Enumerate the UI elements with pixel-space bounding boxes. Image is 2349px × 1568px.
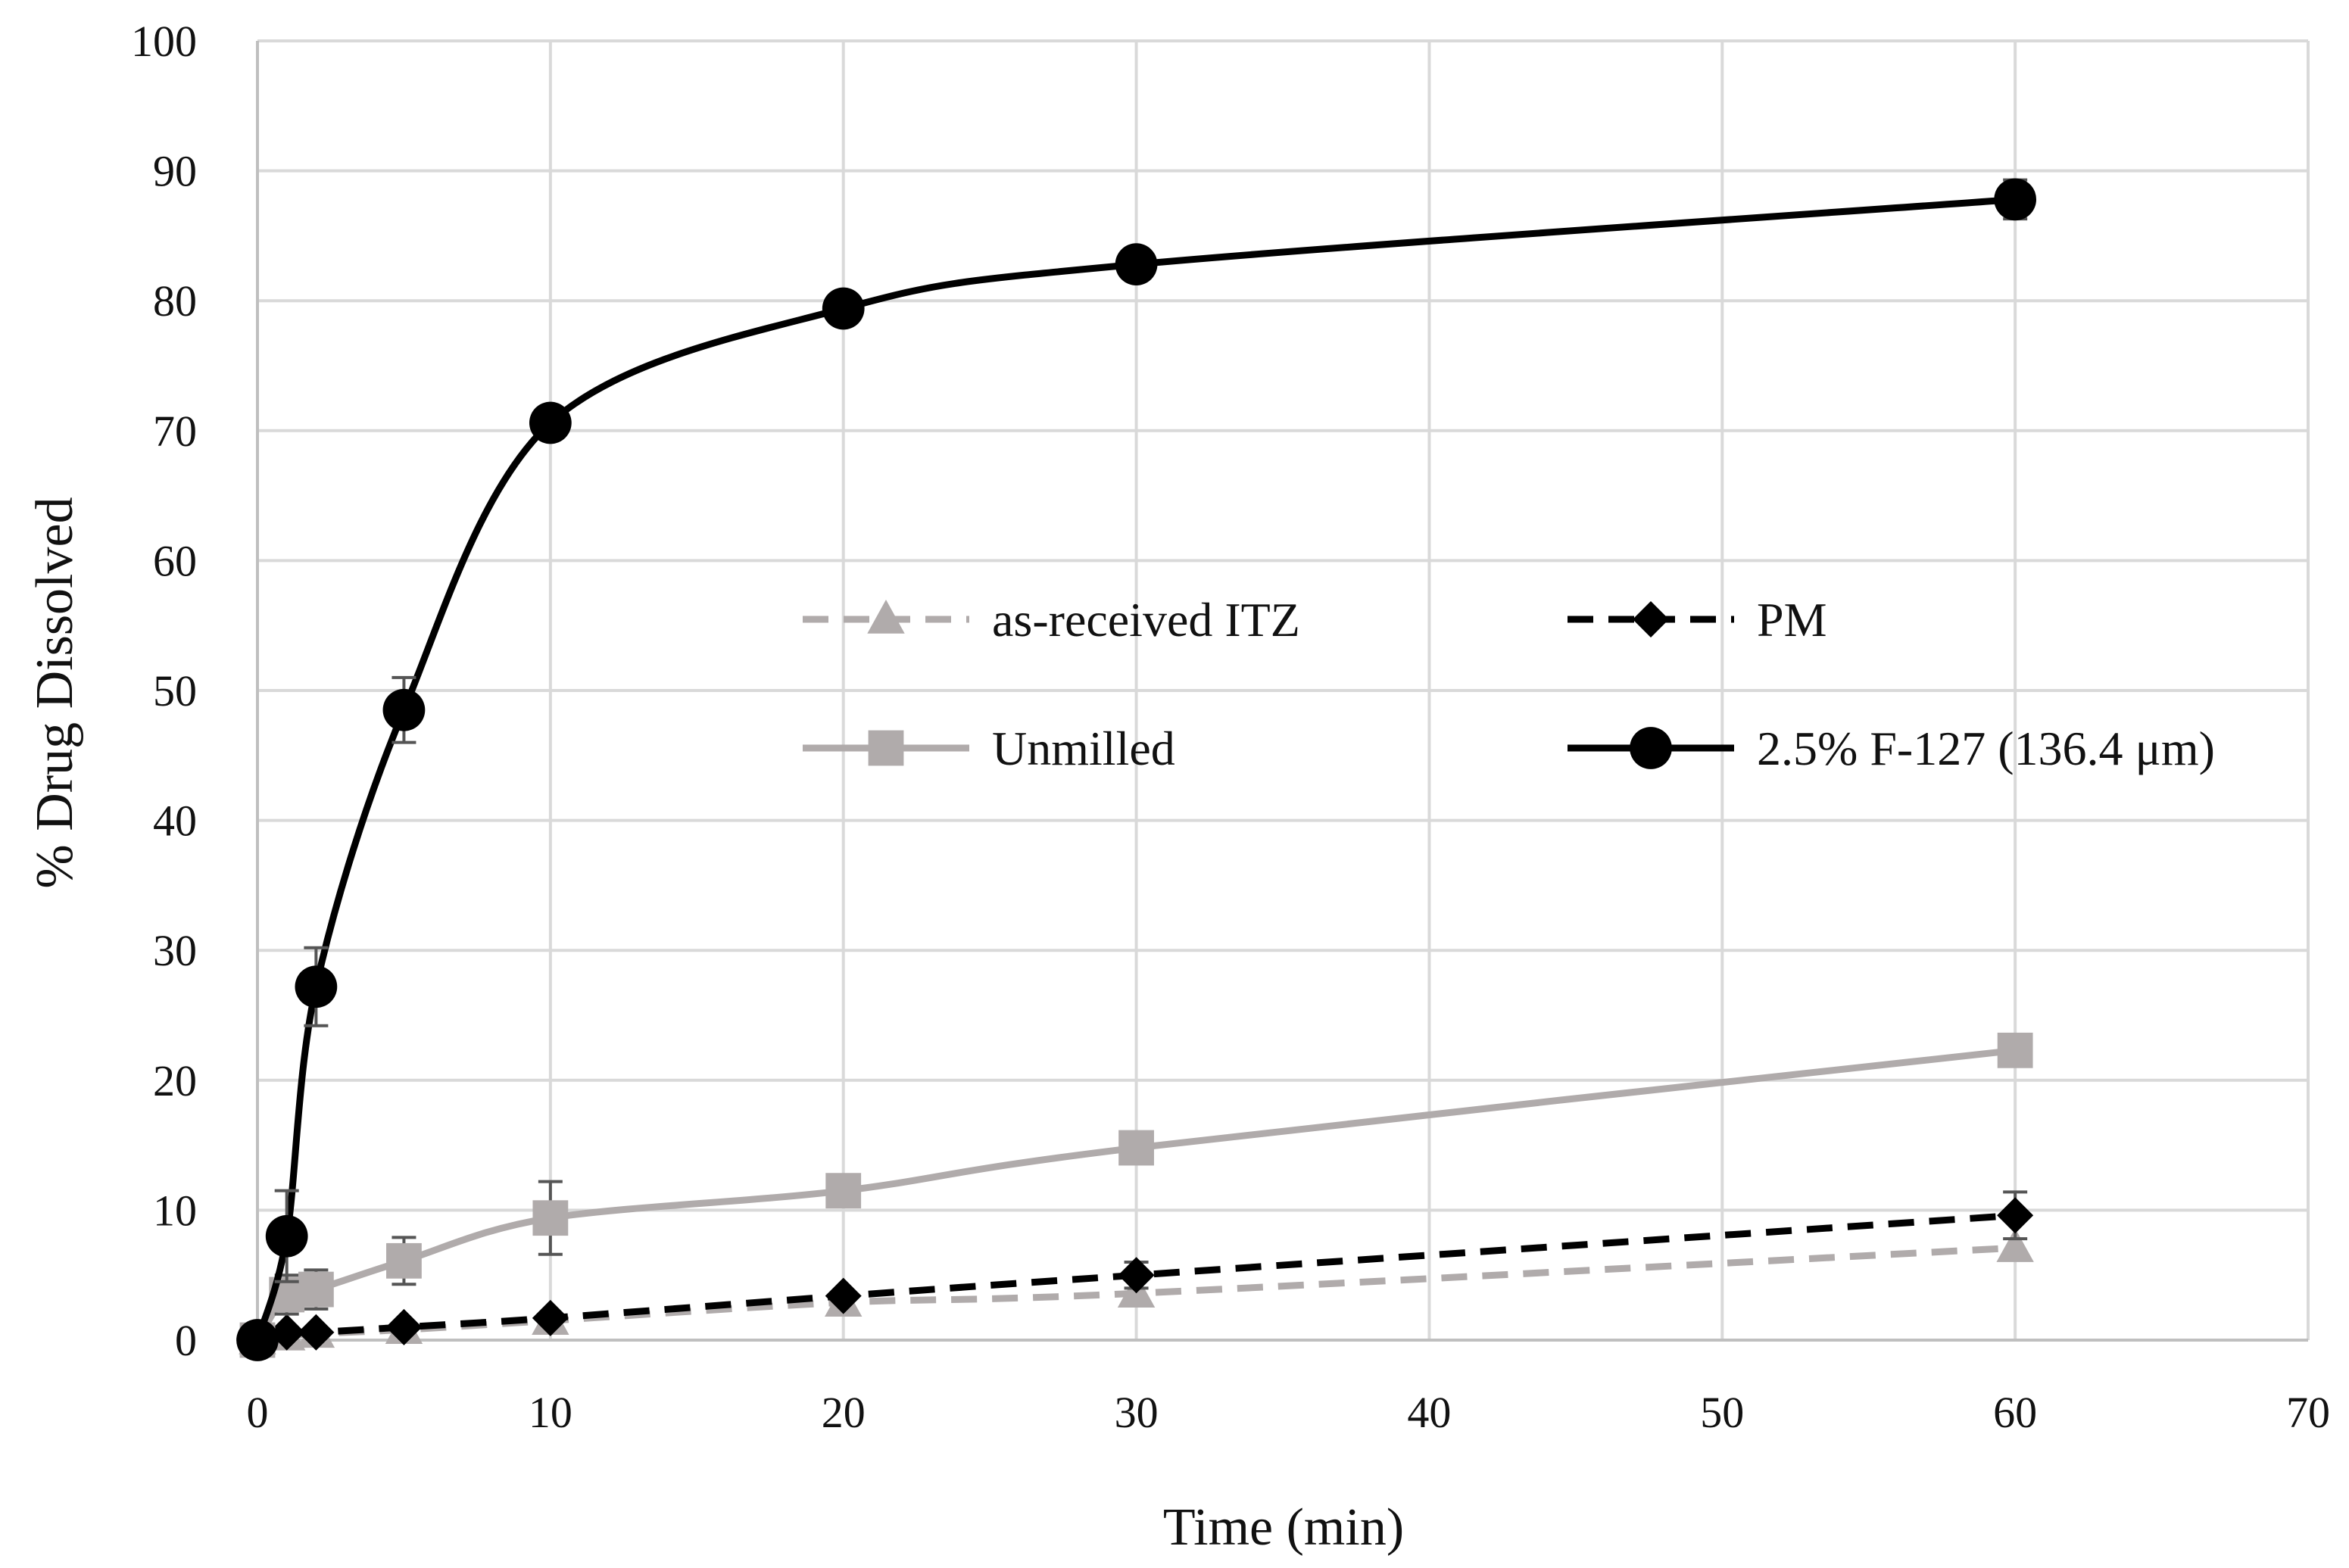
legend-label: Unmilled <box>992 722 1175 775</box>
y-tick-label: 20 <box>153 1056 197 1105</box>
legend-marker <box>868 730 904 766</box>
x-tick-label: 10 <box>529 1388 572 1437</box>
x-tick-label: 20 <box>822 1388 866 1437</box>
data-point <box>1118 1130 1154 1166</box>
data-point <box>1997 1197 2034 1234</box>
x-axis-title: Time (min) <box>1163 1498 1404 1557</box>
data-point <box>1994 178 2037 221</box>
legend-item-0: as-received ITZ <box>803 593 1300 647</box>
data-point <box>1996 1228 2034 1262</box>
data-point <box>265 1214 308 1258</box>
legend-marker <box>1630 727 1672 769</box>
legend-label: PM <box>1757 593 1827 647</box>
data-point <box>1118 1257 1155 1294</box>
legend-label: 2.5% F-127 (136.4 μm) <box>1757 722 2215 775</box>
data-point <box>298 1271 334 1308</box>
data-point <box>298 1314 335 1351</box>
y-axis-title: % Drug Dissolved <box>26 497 84 888</box>
y-tick-label: 100 <box>131 17 197 66</box>
y-tick-label: 70 <box>153 407 197 456</box>
legend-marker <box>867 600 905 634</box>
y-tick-label: 30 <box>153 926 197 975</box>
data-point <box>1997 1032 2033 1068</box>
data-point <box>385 1308 423 1345</box>
data-point <box>1115 243 1158 286</box>
data-point <box>386 1242 422 1279</box>
y-tick-label: 40 <box>153 796 197 846</box>
data-point <box>382 688 426 731</box>
data-point <box>825 1173 862 1209</box>
x-tick-label: 0 <box>247 1388 269 1437</box>
y-tick-label: 90 <box>153 147 197 196</box>
legend-label: as-received ITZ <box>992 593 1300 647</box>
data-point <box>295 965 338 1008</box>
data-point <box>532 1299 569 1336</box>
y-tick-label: 60 <box>153 536 197 585</box>
data-point <box>236 1319 279 1361</box>
legend-item-1: PM <box>1568 593 1827 647</box>
legend-marker <box>1633 601 1669 637</box>
data-point <box>825 1277 862 1314</box>
data-point <box>532 1200 569 1236</box>
y-tick-label: 50 <box>153 666 197 715</box>
y-tick-label: 0 <box>175 1316 197 1365</box>
legend-item-2: Unmilled <box>803 722 1175 775</box>
y-tick-label: 10 <box>153 1186 197 1235</box>
x-tick-label: 60 <box>1993 1388 2037 1437</box>
y-tick-label: 80 <box>153 276 197 326</box>
legend-item-3: 2.5% F-127 (136.4 μm) <box>1568 722 2215 775</box>
series-2 <box>239 1032 2033 1358</box>
x-tick-label: 30 <box>1115 1388 1159 1437</box>
x-tick-label: 40 <box>1407 1388 1451 1437</box>
series-3 <box>236 178 2037 1361</box>
x-tick-label: 50 <box>1700 1388 1744 1437</box>
x-tick-label: 70 <box>2286 1388 2330 1437</box>
data-point <box>822 287 865 330</box>
data-point <box>529 401 572 444</box>
